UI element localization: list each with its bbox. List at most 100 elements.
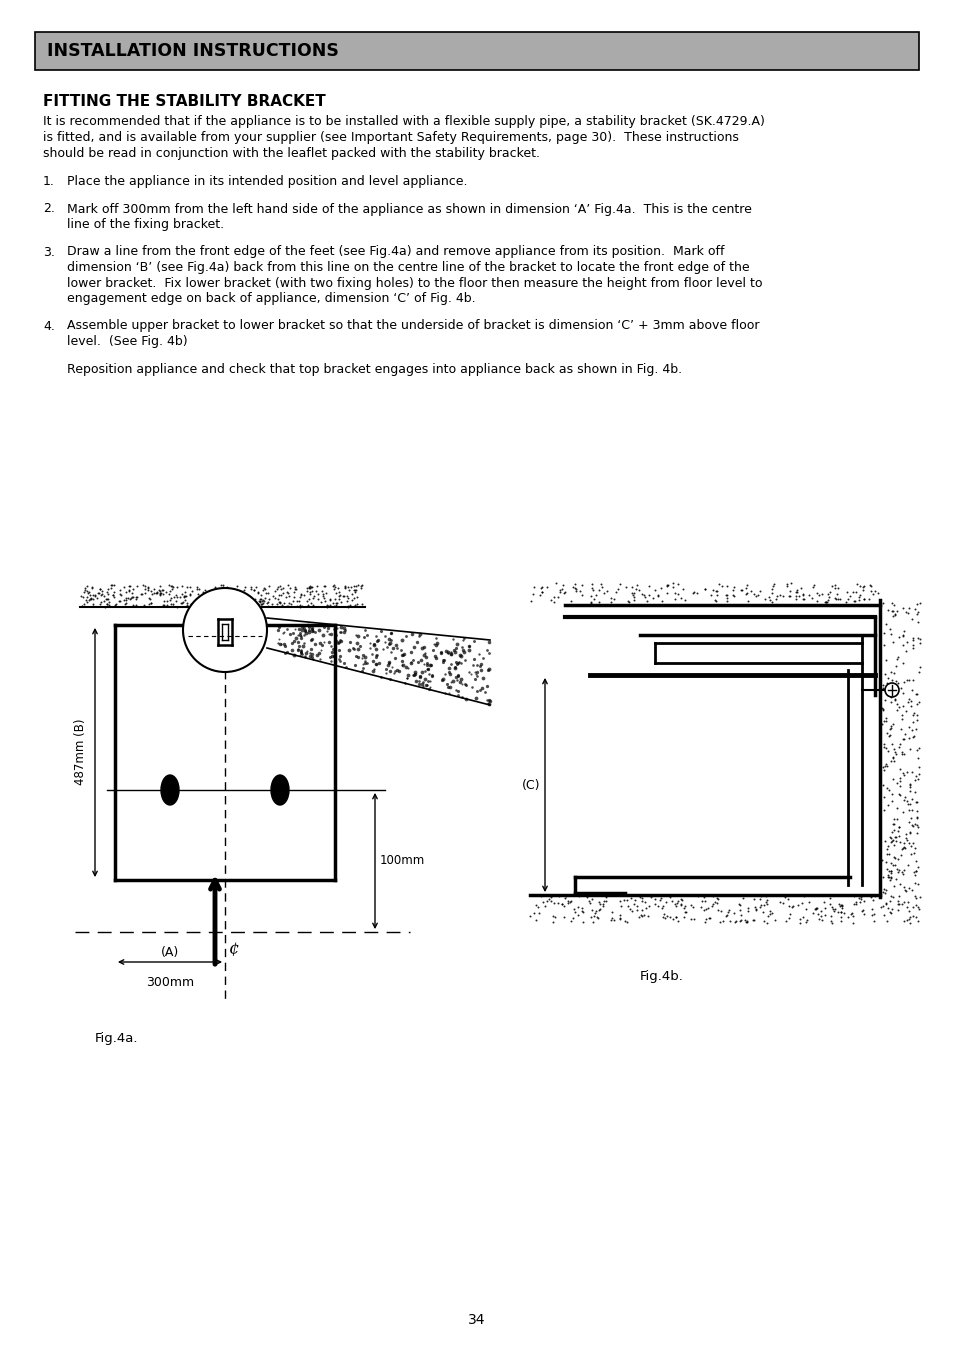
Point	[823, 896, 839, 917]
Point	[890, 673, 905, 694]
Point	[101, 592, 116, 613]
Point	[302, 576, 317, 597]
Point	[99, 593, 114, 615]
Text: engagement edge on back of appliance, dimension ‘C’ of Fig. 4b.: engagement edge on back of appliance, di…	[67, 292, 476, 305]
Point	[719, 574, 734, 596]
Point	[81, 589, 96, 611]
Point	[162, 589, 177, 611]
Point	[781, 896, 796, 917]
Point	[359, 624, 375, 646]
Point	[905, 862, 921, 884]
Point	[817, 592, 832, 613]
Point	[902, 762, 918, 784]
Point	[271, 584, 286, 605]
Point	[721, 911, 737, 932]
Point	[480, 659, 496, 681]
Point	[99, 581, 114, 603]
Point	[626, 586, 641, 608]
Point	[307, 585, 322, 607]
Point	[468, 663, 483, 685]
Point	[882, 861, 898, 882]
Point	[194, 584, 210, 605]
Point	[96, 590, 112, 612]
Point	[891, 697, 906, 719]
Point	[883, 669, 899, 690]
Point	[845, 893, 861, 915]
Point	[329, 617, 344, 639]
Point	[117, 593, 132, 615]
Point	[554, 893, 569, 915]
Point	[888, 693, 903, 715]
Point	[605, 909, 620, 931]
Point	[896, 765, 911, 786]
Point	[876, 831, 891, 852]
Point	[884, 886, 900, 908]
Point	[383, 630, 398, 651]
Point	[231, 593, 246, 615]
Point	[856, 904, 871, 925]
Point	[661, 886, 677, 908]
Point	[415, 676, 430, 697]
Point	[333, 621, 348, 643]
Point	[441, 657, 456, 678]
Point	[882, 866, 898, 888]
Point	[346, 580, 361, 601]
Point	[795, 584, 810, 605]
Point	[532, 584, 547, 605]
Point	[900, 854, 915, 875]
Point	[289, 596, 304, 617]
Point	[152, 584, 168, 605]
Point	[885, 819, 901, 840]
Point	[909, 601, 924, 623]
Point	[293, 626, 308, 647]
Point	[890, 736, 905, 758]
Point	[322, 589, 337, 611]
Point	[456, 642, 471, 663]
Point	[886, 689, 902, 711]
Point	[676, 907, 691, 928]
Point	[675, 578, 690, 600]
Point	[880, 859, 895, 881]
Point	[386, 662, 401, 684]
Point	[400, 663, 416, 685]
Point	[908, 823, 923, 844]
Point	[737, 582, 752, 604]
Point	[163, 580, 178, 601]
Point	[708, 580, 723, 601]
Point	[99, 588, 114, 609]
Point	[901, 688, 916, 709]
Point	[331, 631, 346, 653]
Point	[795, 585, 810, 607]
Point	[156, 594, 172, 616]
Point	[552, 580, 567, 601]
Point	[593, 574, 608, 596]
Point	[625, 589, 640, 611]
Point	[882, 750, 898, 771]
Point	[76, 581, 91, 603]
Point	[169, 577, 184, 598]
Point	[276, 621, 292, 643]
Point	[911, 661, 926, 682]
Point	[834, 894, 849, 916]
Point	[416, 671, 431, 693]
Point	[900, 690, 915, 712]
Point	[275, 592, 291, 613]
Point	[911, 886, 926, 908]
Point	[239, 585, 254, 607]
Point	[713, 901, 728, 923]
Point	[891, 859, 906, 881]
Point	[179, 593, 194, 615]
Point	[834, 897, 849, 919]
Point	[109, 593, 124, 615]
Point	[887, 827, 902, 848]
Point	[634, 888, 649, 909]
Point	[346, 639, 361, 661]
Point	[447, 657, 462, 678]
Point	[338, 657, 354, 678]
Point	[808, 582, 823, 604]
Point	[892, 831, 907, 852]
Point	[617, 911, 632, 932]
Point	[900, 793, 915, 815]
Point	[908, 693, 923, 715]
Point	[473, 654, 488, 676]
